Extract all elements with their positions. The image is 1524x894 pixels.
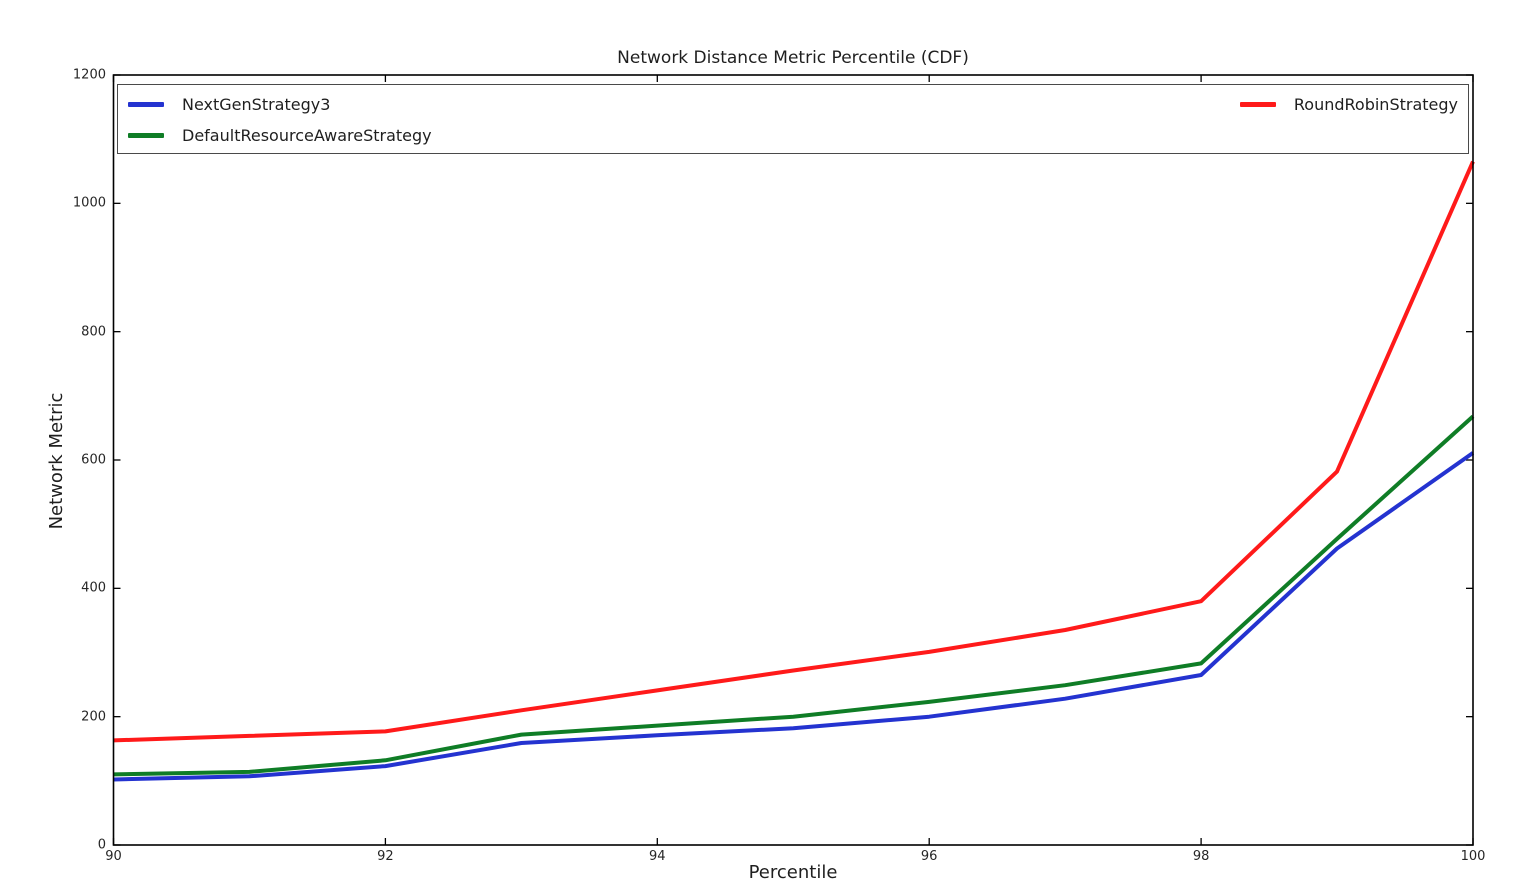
x-tick-label: 94 [649,849,666,864]
x-tick-label: 90 [105,849,122,864]
legend-item-roundrobinstrategy: RoundRobinStrategy [1239,89,1458,120]
legend-left-column: NextGenStrategy3 DefaultResourceAwareStr… [128,89,432,151]
legend-item-defaultresourceawarestrategy: DefaultResourceAwareStrategy [128,120,432,151]
y-tick-label: 200 [81,709,106,725]
series-line-DefaultResourceAwareStrategy [113,414,1475,777]
y-tick-label: 600 [81,452,106,468]
legend-item-nextgenstrategy3: NextGenStrategy3 [128,89,432,120]
y-tick-label: 800 [81,324,106,340]
legend-label: DefaultResourceAwareStrategy [182,126,432,145]
x-tick-label: 92 [377,849,394,864]
series-line-RoundRobinStrategy [113,160,1475,743]
y-tick-label: 1200 [72,67,106,83]
x-tick-label: 98 [1192,849,1210,864]
chart-title: Network Distance Metric Percentile (CDF) [617,48,969,68]
legend-label: RoundRobinStrategy [1293,95,1458,114]
legend-swatch-green-line-icon [128,133,164,138]
legend: NextGenStrategy3 DefaultResourceAwareStr… [117,84,1469,154]
y-tick-label: 1000 [72,195,106,211]
y-tick-label: 0 [97,837,106,853]
series-line-NextGenStrategy3 [113,451,1475,782]
legend-label: NextGenStrategy3 [182,95,331,114]
y-tick-label: 400 [81,580,106,596]
legend-right-column: RoundRobinStrategy [1239,89,1458,120]
legend-swatch-red-line-icon [1239,102,1276,107]
x-tick-label: 96 [920,849,938,864]
legend-swatch-blue-line-icon [128,102,164,107]
x-tick-label: 100 [1460,849,1486,864]
x-axis-label: Percentile [748,862,838,883]
